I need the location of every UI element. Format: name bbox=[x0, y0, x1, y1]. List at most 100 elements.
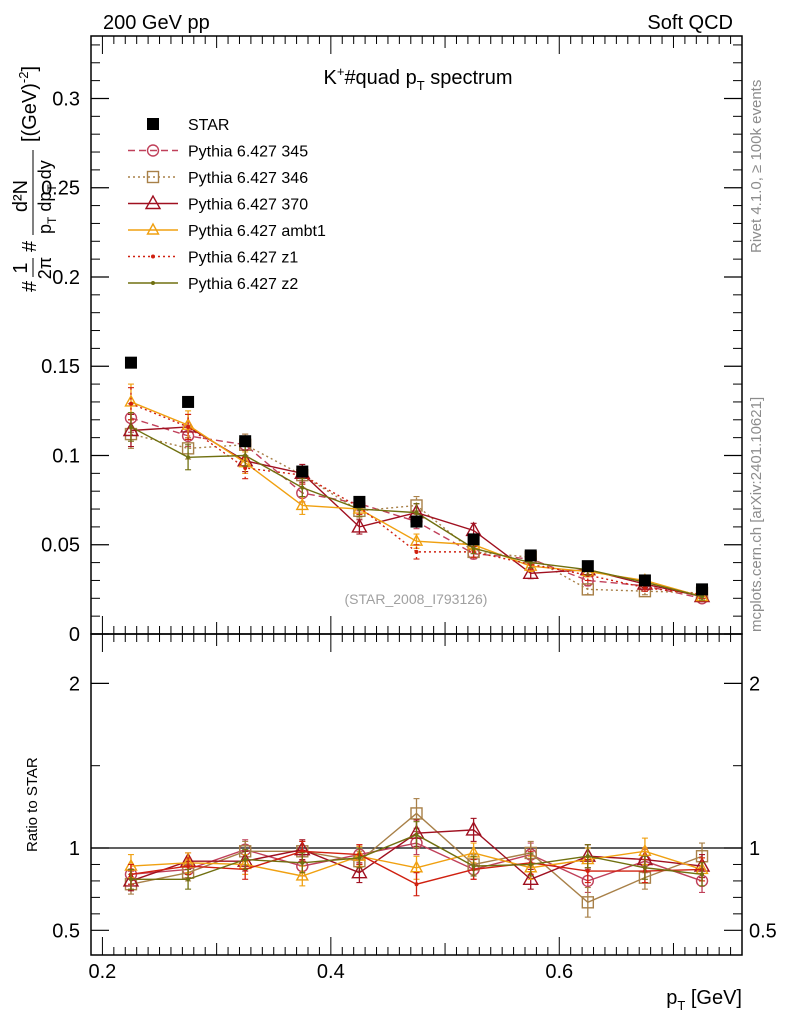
plot-title-mid: #quad p bbox=[344, 67, 416, 89]
main-point bbox=[642, 585, 647, 590]
star-data-point bbox=[581, 560, 594, 573]
legend-entry: Pythia 6.427 370 bbox=[128, 194, 308, 214]
y-title-num: d²N bbox=[10, 180, 32, 212]
main-y-tick-label: 0.25 bbox=[41, 178, 80, 200]
main-point bbox=[243, 453, 248, 458]
legend-marker bbox=[151, 281, 155, 285]
ratio-point bbox=[642, 865, 647, 870]
legend-label: Pythia 6.427 z2 bbox=[188, 276, 298, 293]
legend-entry: Pythia 6.427 ambt1 bbox=[128, 222, 326, 240]
ratio-y-tick-label-right: 1 bbox=[749, 838, 760, 860]
y-title-den-dp: dp bbox=[35, 192, 55, 217]
plot-title-k: K bbox=[324, 67, 338, 89]
legend-label: Pythia 6.427 345 bbox=[188, 144, 308, 161]
y-title-den-p: p bbox=[35, 224, 55, 234]
main-point bbox=[522, 564, 539, 580]
star-data-point bbox=[410, 515, 423, 528]
ratio-point bbox=[300, 849, 305, 854]
ratio-series bbox=[127, 821, 706, 890]
ratio-point bbox=[357, 855, 362, 860]
main-series bbox=[127, 387, 706, 599]
ratio-y-tick-label: 1 bbox=[69, 838, 80, 860]
legend-marker bbox=[144, 194, 162, 210]
plot-title-end: spectrum bbox=[425, 67, 513, 89]
x-axis-title: pT [GeV] bbox=[666, 987, 742, 1013]
star-data-point bbox=[638, 574, 651, 587]
ratio-y-tick-label: 2 bbox=[69, 673, 80, 695]
ratio-point bbox=[410, 807, 423, 820]
legend-entry: Pythia 6.427 346 bbox=[128, 170, 308, 187]
legend-marker bbox=[151, 254, 155, 259]
legend-label: Pythia 6.427 346 bbox=[188, 170, 308, 187]
main-point bbox=[357, 507, 362, 512]
legend-entry: Pythia 6.427 z1 bbox=[128, 250, 298, 267]
star-data-point bbox=[353, 495, 366, 508]
main-point bbox=[128, 424, 133, 429]
main-series-line bbox=[130, 403, 703, 596]
y-title-units: [(GeV)-2] bbox=[16, 66, 41, 142]
ratio-point bbox=[414, 832, 419, 837]
y-title-den-dy: dy bbox=[35, 160, 55, 184]
main-point bbox=[471, 546, 476, 551]
legend-label: Pythia 6.427 370 bbox=[188, 197, 308, 214]
ratio-point bbox=[186, 864, 191, 869]
main-point bbox=[414, 549, 419, 554]
plot-title: K+#quad pT spectrum bbox=[324, 64, 513, 93]
ratio-point bbox=[409, 860, 424, 873]
legend-marker bbox=[146, 222, 160, 235]
star-data-point bbox=[239, 435, 252, 448]
ratio-point bbox=[528, 862, 533, 867]
ratio-point bbox=[700, 872, 705, 877]
y-title-units-a: [(GeV) bbox=[19, 83, 41, 142]
x-tick-label: 0.6 bbox=[545, 961, 573, 983]
main-y-tick-label: 0.3 bbox=[52, 88, 80, 110]
star-data-point bbox=[124, 356, 137, 369]
header-right: Soft QCD bbox=[647, 12, 733, 34]
ratio-point bbox=[300, 860, 305, 865]
star-data-point bbox=[696, 583, 709, 596]
analysis-watermark: (STAR_2008_I793126) bbox=[345, 591, 488, 607]
ratio-point bbox=[638, 843, 652, 856]
ratio-y-tick-label-right: 2 bbox=[749, 673, 760, 695]
ratio-point bbox=[186, 877, 191, 882]
ratio-y-tick-label-right: 0.5 bbox=[749, 920, 777, 942]
x-title-p: p bbox=[666, 987, 677, 1009]
ratio-point bbox=[295, 868, 309, 881]
main-y-tick-label: 0.05 bbox=[41, 535, 80, 557]
rivet-label: Rivet 4.1.0, ≥ 100k events bbox=[748, 80, 765, 253]
x-title-sub: T bbox=[677, 998, 685, 1013]
header-left: 200 GeV pp bbox=[103, 12, 210, 34]
main-series bbox=[124, 383, 709, 602]
star-data-point bbox=[524, 549, 537, 562]
x-tick-label: 0.4 bbox=[317, 961, 345, 983]
y-title-hash2: # bbox=[19, 240, 41, 252]
y-title-units-end: ] bbox=[19, 66, 41, 72]
ratio-plot-frame bbox=[90, 633, 743, 956]
plot-title-sub: T bbox=[417, 78, 425, 93]
y-title-den-t: T bbox=[45, 216, 59, 224]
main-point bbox=[351, 517, 368, 533]
legend-marker bbox=[146, 170, 160, 184]
main-series bbox=[127, 412, 706, 601]
legend-marker bbox=[146, 144, 160, 157]
ratio-point bbox=[585, 869, 590, 874]
main-point bbox=[243, 465, 248, 470]
main-y-tick-label: 0.2 bbox=[52, 267, 80, 289]
plot-title-sup: + bbox=[337, 64, 345, 79]
ratio-point bbox=[414, 882, 419, 887]
main-point bbox=[581, 583, 595, 596]
ratio-point bbox=[522, 870, 539, 885]
y-title-one: 1 bbox=[10, 262, 32, 273]
main-point bbox=[295, 498, 309, 511]
x-tick-label: 0.2 bbox=[89, 961, 117, 983]
main-point bbox=[128, 401, 133, 406]
y-axis-title: # 1 2π # d²N pT dpT dy [(GeV)-2] bbox=[10, 66, 59, 292]
ratio-point bbox=[243, 857, 248, 862]
star-data-point bbox=[467, 533, 480, 546]
main-point bbox=[186, 455, 191, 460]
legend-entry: Pythia 6.427 345 bbox=[128, 144, 308, 161]
ratio-point bbox=[465, 820, 482, 836]
main-point bbox=[414, 510, 419, 515]
y-title-hash: # bbox=[19, 280, 41, 292]
